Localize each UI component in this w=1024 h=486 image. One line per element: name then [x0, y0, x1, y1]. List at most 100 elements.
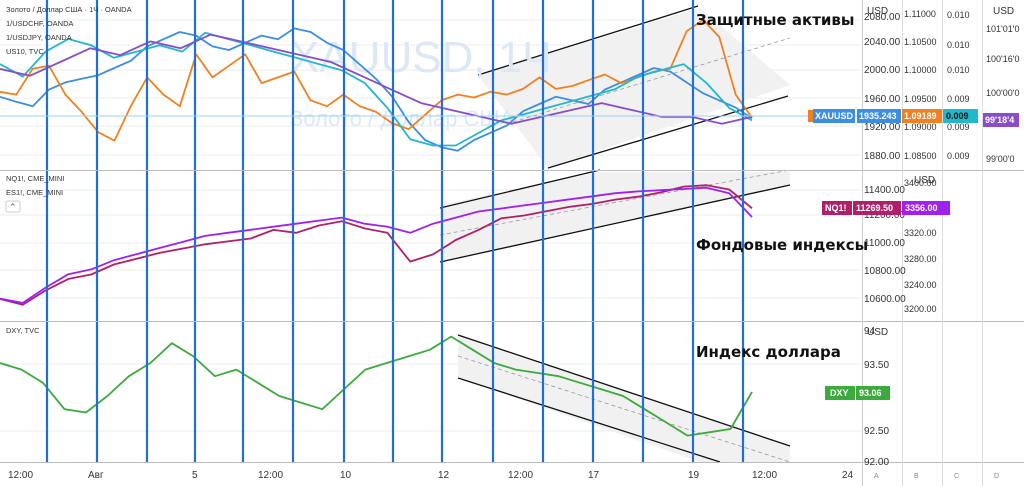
series-nq — [0, 184, 753, 306]
us10-axis-tick-1: 0.010 — [947, 40, 970, 50]
annotation-stock-indices: Фондовые индексы — [696, 236, 868, 254]
series-xauusd — [0, 27, 753, 152]
currency-label-pane3: USD — [867, 327, 888, 338]
legend-es[interactable]: ES1!, CME_MINI — [6, 188, 63, 197]
channel-pane3 — [457, 334, 791, 463]
gold-axis-tick-1: 2040.00 — [864, 37, 901, 48]
us10-axis-tick-3: 0.009 — [947, 94, 970, 104]
time-axis[interactable]: 12:00 Авг 5 12:00 10 12 12:00 17 19 12:00 24 — [8, 470, 854, 481]
time-tick-5: 12 — [438, 470, 450, 481]
axis-columns — [862, 0, 983, 486]
price-axis-pane1[interactable]: USD USD 2080.00 2040.00 2000.00 1960.00 1920… — [864, 6, 1019, 164]
tag-es-value: 3356.00 — [905, 203, 938, 213]
series-usdchf — [0, 18, 753, 142]
tag-gold-value: 1935.243 — [859, 111, 897, 121]
dxy-axis-tick-0: 94 — [864, 326, 876, 337]
nq-axis-tick-0: 11400.00 — [864, 185, 905, 196]
tag-jpy-box — [983, 113, 1019, 127]
tag-gold-name: XAUUSD — [815, 111, 854, 121]
tag-gold-name-box — [813, 109, 855, 123]
gold-axis-tick-5: 1880.00 — [864, 151, 901, 162]
tag-nq-value: 11269.50 — [856, 203, 893, 213]
tag-nq-name: NQ1! — [825, 203, 847, 213]
gold-axis-tick-2: 2000.00 — [864, 65, 901, 76]
us10-axis-tick-5: 0.009 — [947, 151, 970, 161]
legend-pane1: Золото / Доллар США · 1Ч · OANDA 1/USDCH… — [6, 5, 132, 56]
tag-us10-box — [943, 109, 978, 123]
currency-label-pane2: USD — [914, 175, 935, 186]
tag-dxy-value: 93.06 — [859, 388, 882, 398]
dxy-axis-tick-1: 93.50 — [864, 360, 889, 371]
nq-axis-tick-2: 11000.00 — [864, 238, 905, 249]
column-letter-3: D — [994, 473, 999, 480]
chf-axis-tick-3: 1.09500 — [904, 94, 937, 104]
es-axis-tick-5: 3200.00 — [904, 304, 937, 314]
legend-pane3: DXY, TVC — [6, 326, 40, 335]
tag-gold-value-box — [857, 109, 901, 123]
gold-axis-tick-3: 1960.00 — [864, 94, 901, 105]
price-tags-pane1: XAUUSD 1935.243 1.09189 0.009 99'18'4 — [808, 109, 1019, 127]
axis-column-letters: A B C D — [874, 473, 999, 480]
column-letter-1: B — [914, 473, 919, 480]
tag-us10-value: 0.009 — [946, 111, 969, 121]
time-tick-6: 12:00 — [508, 470, 533, 481]
column-letter-2: C — [954, 473, 959, 480]
time-tick-4: 10 — [340, 470, 352, 481]
jpy-axis-tick-1: 100'16'0 — [986, 54, 1019, 64]
legend-us10[interactable]: US10, TVC — [6, 47, 44, 56]
tag-chf-value: 1.09189 — [904, 111, 937, 121]
tag-chf-box — [902, 109, 942, 123]
annotation-safe-assets: Защитные активы — [696, 11, 854, 29]
annotation-dollar-index: Индекс доллара — [696, 343, 841, 361]
es-axis-tick-4: 3240.00 — [904, 280, 937, 290]
watermark-symbol: XAUUSD, 1Ч — [290, 33, 552, 82]
legend-usdchf[interactable]: 1/USDCHF, OANDA — [6, 19, 74, 28]
series-usdjpy — [0, 31, 753, 147]
jpy-axis-tick-2: 100'00'0 — [986, 88, 1019, 98]
series-lines — [0, 18, 753, 437]
tag-dxy-name: DXY — [830, 388, 849, 398]
es-axis-tick-3: 3280.00 — [904, 254, 937, 264]
chevron-up-icon: ⌃ — [9, 202, 17, 212]
chf-axis-tick-0: 1.11000 — [904, 9, 936, 19]
dxy-axis-tick-2: 92.50 — [864, 426, 889, 437]
chf-axis-tick-4: 1.09000 — [904, 122, 937, 132]
price-tags-pane3: DXY 93.06 — [825, 386, 890, 400]
time-tick-8: 19 — [688, 470, 700, 481]
time-tick-1: Авг — [88, 470, 104, 481]
jpy-axis-tick-0: 101'01'0 — [986, 24, 1019, 34]
price-axis-pane2[interactable]: USD 11400.00 11200.00 11000.00 10800.00 1060… — [864, 175, 937, 314]
column-letter-0: A — [874, 473, 879, 480]
es-axis-tick-0: 3400.00 — [904, 178, 937, 188]
price-axis-pane3[interactable]: USD 94 93.50 92.50 92.00 — [864, 326, 889, 468]
legend-dxy[interactable]: DXY, TVC — [6, 326, 40, 335]
legend-pane2: NQ1!, CME_MINI ES1!, CME_MINI ⌃ — [5, 174, 64, 213]
legend-gold[interactable]: Золото / Доллар США · 1Ч · OANDA — [6, 5, 132, 14]
legend-usdjpy[interactable]: 1/USDJPY, OANDA — [6, 33, 72, 42]
channel-pane2 — [439, 169, 791, 263]
currency-label: USD — [867, 6, 888, 17]
series-us10 — [0, 33, 753, 125]
time-tick-0: 12:00 — [8, 470, 33, 481]
jpy-axis-tick-3: 99'00'0 — [986, 154, 1014, 164]
vertical-markers — [45, 0, 745, 462]
us10-axis-tick-0: 0.010 — [947, 10, 970, 20]
series-dxy — [0, 335, 753, 437]
chf-axis-tick-1: 1.10500 — [904, 37, 937, 47]
nq-axis-tick-4: 10600.00 — [864, 294, 906, 305]
us10-axis-tick-2: 0.010 — [947, 65, 970, 75]
nq-axis-tick-1: 11200.00 — [864, 210, 905, 221]
chf-axis-tick-5: 1.08500 — [904, 151, 937, 161]
time-tick-9: 12:00 — [752, 470, 777, 481]
time-tick-7: 17 — [588, 470, 600, 481]
collapse-legend-button[interactable] — [5, 200, 21, 213]
currency-label-right: USD — [993, 6, 1014, 17]
series-es — [0, 186, 753, 304]
legend-nq[interactable]: NQ1!, CME_MINI — [6, 174, 64, 183]
time-tick-10: 24 — [842, 470, 854, 481]
time-tick-3: 12:00 — [258, 470, 283, 481]
us10-axis-tick-4: 0.009 — [947, 122, 970, 132]
dxy-axis-tick-3: 92.00 — [864, 457, 889, 468]
nq-axis-tick-3: 10800.00 — [864, 266, 906, 277]
